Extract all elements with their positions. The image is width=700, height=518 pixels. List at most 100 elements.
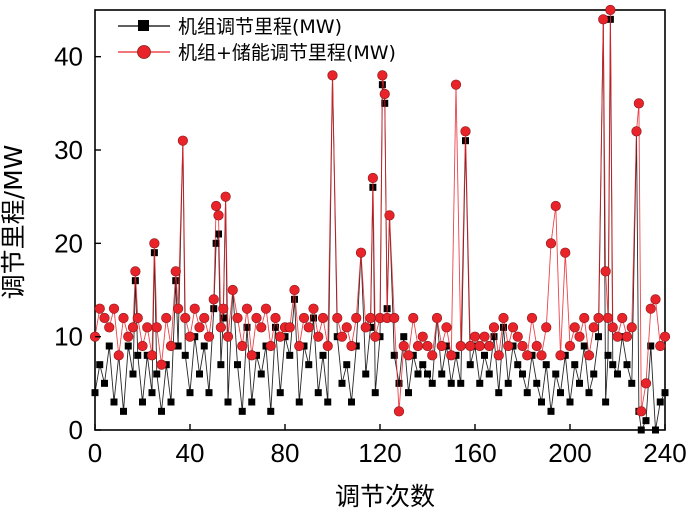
series-1-point [148, 389, 156, 397]
series-2-point [246, 350, 257, 361]
series-1-point [129, 370, 137, 378]
series-1-point [243, 323, 251, 331]
series-1-point [200, 342, 208, 350]
series-2-point [367, 172, 378, 184]
series-1-point [257, 370, 265, 378]
series-1-point [395, 379, 403, 387]
x-tick-label: 80 [271, 438, 300, 468]
series-1-point [514, 361, 522, 369]
series-1-point [348, 398, 355, 406]
series-2-point [113, 350, 124, 361]
series-2-point [270, 312, 281, 324]
series-2-point [213, 210, 224, 221]
series-2-point [450, 79, 462, 90]
series-2-point [650, 294, 661, 305]
series-2-point [436, 340, 447, 352]
series-2-point [512, 331, 523, 342]
series-2-point [317, 312, 329, 324]
series-2-point [313, 331, 324, 342]
series-2-point [208, 294, 219, 305]
series-1-point [305, 361, 313, 369]
series-2-point [142, 322, 153, 333]
series-1-point [481, 351, 488, 359]
series-1-point [495, 389, 503, 397]
series-2-point [132, 312, 143, 324]
series-1-point [167, 398, 175, 406]
series-2-point [612, 331, 623, 342]
x-tick-label: 0 [88, 438, 102, 468]
series-2-point [130, 266, 141, 277]
series-1-point [139, 398, 146, 406]
series-2-point [156, 359, 167, 370]
series-2-point [237, 340, 248, 352]
series-2-point [327, 70, 338, 81]
series-2-point [118, 312, 129, 324]
series-2-point [560, 247, 571, 258]
series-1-point [124, 342, 132, 350]
series-1-point [212, 239, 220, 247]
y-tick-label: 10 [54, 322, 83, 352]
series-2-point [123, 331, 134, 342]
series-2-point [598, 14, 609, 25]
series-2-point [393, 406, 405, 417]
series-2-point [194, 322, 205, 333]
series-1-point [547, 407, 555, 415]
ticks-layer: 0 40 80 120 160 200 240 0 10 20 30 40 [54, 42, 687, 468]
series-2-point [645, 303, 656, 314]
series-1-point [637, 426, 645, 434]
series-1-point [105, 342, 113, 350]
series-1-point [343, 361, 351, 369]
series-1-point [295, 398, 303, 406]
series-2-point [507, 322, 519, 333]
series-2-point [536, 350, 547, 361]
series-1-point [419, 361, 427, 369]
series-1-point [557, 389, 564, 397]
series-2-point [583, 350, 595, 361]
series-2-point [469, 331, 481, 342]
series-1-point [602, 398, 610, 406]
series-2-point [215, 322, 226, 333]
series-1-point [476, 379, 484, 387]
series-2-point [294, 340, 305, 352]
series-2-point [265, 340, 276, 352]
series-1-point [248, 398, 256, 406]
series-2-point [189, 303, 200, 314]
series-1-point [438, 370, 446, 378]
x-tick-label: 240 [643, 438, 686, 468]
series-1-point [319, 351, 327, 359]
series-2-point [165, 340, 177, 352]
series-2-point [541, 322, 552, 333]
series-1-point [604, 351, 612, 359]
series-2 [89, 4, 671, 417]
series-2-point [422, 340, 433, 352]
series-2-point [659, 331, 671, 342]
x-tick-label: 200 [548, 438, 591, 468]
series-1-point [310, 314, 317, 322]
series-2-point [545, 238, 557, 249]
series-1-point [414, 370, 422, 378]
series-1-point [224, 398, 232, 406]
series-2-point [484, 340, 495, 352]
series-2-point [346, 340, 357, 352]
series-2-point [640, 378, 652, 389]
series-1-point [580, 342, 588, 350]
series-1-point [134, 351, 142, 359]
series-1-point [533, 379, 541, 387]
series-2-point [341, 322, 352, 333]
series-1-point [186, 389, 194, 397]
series-2-point [621, 331, 633, 342]
series-1-point [362, 370, 370, 378]
series-2-point [260, 303, 272, 314]
series-1-point [219, 314, 227, 322]
x-tick-label: 120 [358, 438, 401, 468]
series-1-point [590, 370, 598, 378]
series-1-point [276, 389, 284, 397]
series-2-point [493, 350, 504, 361]
x-axis-title: 调节次数 [335, 482, 435, 511]
series-1-point [324, 398, 332, 406]
series-1-point [205, 389, 213, 397]
series-2-point [137, 340, 148, 352]
series-2-point [427, 350, 438, 361]
series-2-point [417, 331, 428, 342]
